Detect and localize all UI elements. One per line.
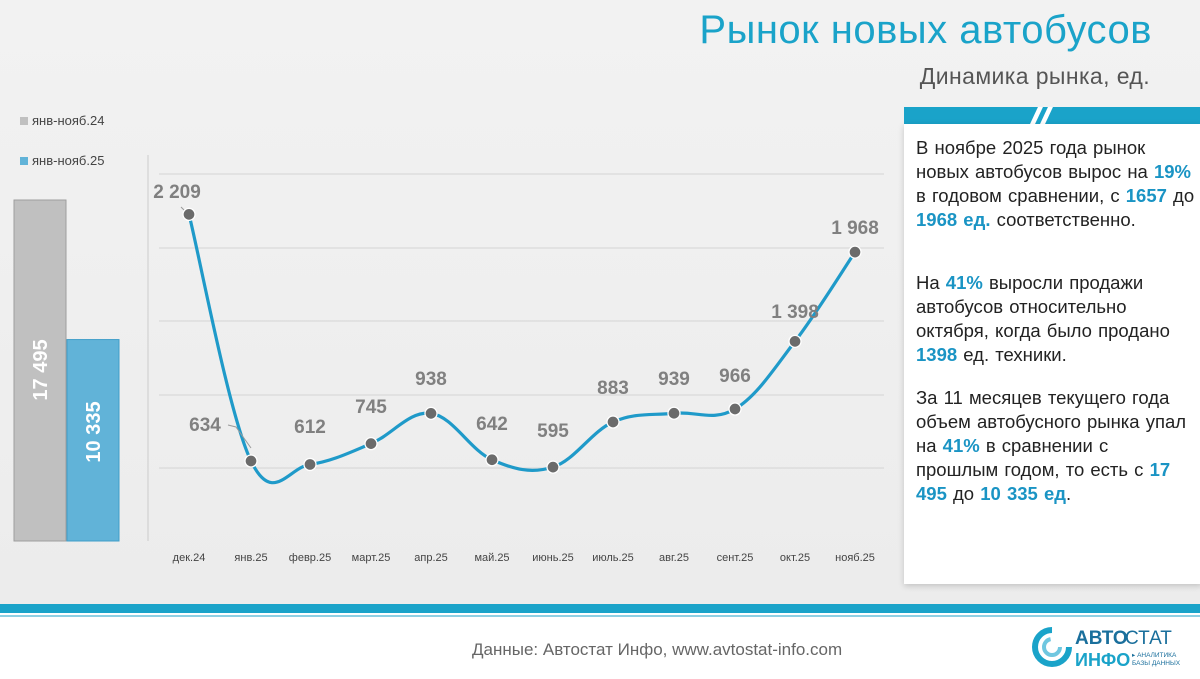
info-text: На [916, 272, 946, 293]
slide-background: Рынок новых автобусов Динамика рынка, ед… [0, 0, 1200, 604]
legend-swatch-2024 [20, 117, 28, 125]
footer-rule-thin [0, 615, 1200, 617]
logo-info: ИНФО [1075, 650, 1130, 670]
x-tick-0: дек.24 [173, 552, 206, 564]
data-label-3: 745 [355, 397, 387, 418]
data-label-0: 2 209 [153, 182, 201, 203]
line-point-0 [182, 207, 196, 222]
info-text: За 11 месяцев текущего года объем автобу… [916, 387, 1187, 456]
info-text: В ноябре 2025 года рынок новых автобусов… [916, 137, 1154, 182]
line-point-9 [728, 402, 742, 416]
data-label-5: 642 [476, 414, 508, 435]
legend-item-2024: янв-нояб.24 [20, 113, 104, 128]
footer-source: Данные: Автостат Инфо, www.avtostat-info… [472, 640, 843, 659]
logo-stat: СТАТ [1125, 628, 1172, 649]
line-series [187, 212, 857, 485]
legend-swatch-2025 [20, 157, 28, 165]
x-tick-9: сент.25 [717, 552, 754, 564]
x-tick-1: янв.25 [234, 552, 267, 564]
x-tick-4: апр.25 [414, 552, 447, 564]
line-point-5 [485, 453, 499, 467]
line-point-11 [848, 245, 862, 259]
page-subtitle: Динамика рынка, ед. [919, 63, 1150, 89]
info-box [904, 124, 1200, 584]
bar-0 [13, 199, 67, 542]
info-text: в годовом сравнении, с [916, 185, 1126, 206]
legend-item-2025: янв-нояб.25 [20, 153, 104, 168]
info-highlight: 1968 ед. [916, 209, 991, 230]
data-label-1: 634 [189, 415, 221, 436]
info-highlight: 41% [945, 272, 983, 293]
label-leader-line [227, 424, 252, 449]
label-leaders [180, 206, 252, 449]
bar-label-1: 10 335 [83, 401, 105, 462]
info-highlight: 41% [942, 435, 980, 456]
data-label-4: 938 [415, 369, 447, 390]
info-paragraph-1: В ноябре 2025 года рынок новых автобусов… [916, 136, 1196, 232]
line-chart-grid [147, 155, 884, 541]
legend-label-2025: янв-нояб.25 [32, 153, 105, 168]
x-tick-2: февр.25 [289, 552, 331, 564]
info-highlight: 10 335 ед [980, 483, 1067, 504]
data-label-8: 939 [658, 369, 690, 390]
legend-label-2024: янв-нояб.24 [32, 113, 105, 128]
avtostat-logo[interactable]: АВТО СТАТ ИНФО ▸ АНАЛИТИКА БАЗЫ ДАННЫХ [1030, 624, 1190, 674]
info-highlight: 1398 [916, 344, 958, 365]
bar-chart: 17 495 10 335 [13, 199, 120, 542]
x-tick-3: март.25 [352, 552, 391, 564]
line-point-8 [667, 406, 681, 420]
x-axis-ticks: дек.24 янв.25 февр.25 март.25 апр.25 май.25 ию… [173, 552, 875, 564]
x-tick-10: окт.25 [780, 552, 810, 564]
info-accent-bar [904, 107, 1200, 124]
chart: 17 495 10 335 2 209 634 612 745 938 642 595 883 9… [13, 155, 884, 564]
bar-1 [66, 339, 120, 542]
bar-label-0: 17 495 [30, 339, 52, 400]
info-text: до [1166, 185, 1195, 206]
data-label-11: 1 968 [831, 218, 879, 239]
data-labels: 2 209 634 612 745 938 642 595 883 939 966 1 398 1 9… [153, 182, 879, 442]
x-tick-8: авг.25 [659, 552, 689, 564]
info-paragraph-2: На 41% выросли продажи автобусов относит… [916, 271, 1196, 367]
info-text: соответственно. [990, 209, 1136, 230]
line-point-2 [303, 457, 317, 472]
data-label-2: 612 [294, 417, 326, 438]
x-tick-5: май.25 [474, 552, 509, 564]
info-text: до [946, 483, 981, 504]
data-label-6: 595 [537, 421, 569, 442]
logo-tagline-2: БАЗЫ ДАННЫХ [1132, 660, 1181, 667]
logo-emblem-icon [1032, 627, 1072, 667]
info-highlight: 1657 [1125, 185, 1167, 206]
data-label-7: 883 [597, 378, 629, 399]
line-points [182, 207, 862, 474]
x-tick-6: июнь.25 [532, 552, 574, 564]
footer-rule [0, 604, 1200, 613]
line-point-10 [788, 334, 802, 349]
line-point-3 [364, 436, 378, 451]
line-point-6 [546, 460, 560, 474]
info-text: ед. техники. [957, 344, 1067, 365]
data-label-10: 1 398 [771, 302, 819, 323]
data-label-9: 966 [719, 366, 751, 387]
info-text: . [1066, 483, 1072, 504]
page-title: Рынок новых автобусов [699, 8, 1152, 52]
line-point-1 [244, 454, 258, 468]
line-point-4 [424, 406, 438, 421]
accent-slash [1040, 107, 1053, 124]
logo-tagline-1: ▸ АНАЛИТИКА [1132, 652, 1177, 659]
info-text: выросли продажи автобусов относительно о… [916, 272, 1170, 341]
logo-avto: АВТО [1075, 628, 1128, 649]
x-tick-11: нояб.25 [835, 552, 875, 564]
x-tick-7: июль.25 [592, 552, 634, 564]
info-text: в сравнении с прошлым годом, то есть с [916, 435, 1150, 480]
line-point-7 [606, 415, 620, 429]
info-highlight: 17 495 [916, 459, 1171, 504]
info-paragraph-3: За 11 месяцев текущего года объем автобу… [916, 386, 1196, 506]
info-highlight: 19% [1153, 161, 1192, 182]
